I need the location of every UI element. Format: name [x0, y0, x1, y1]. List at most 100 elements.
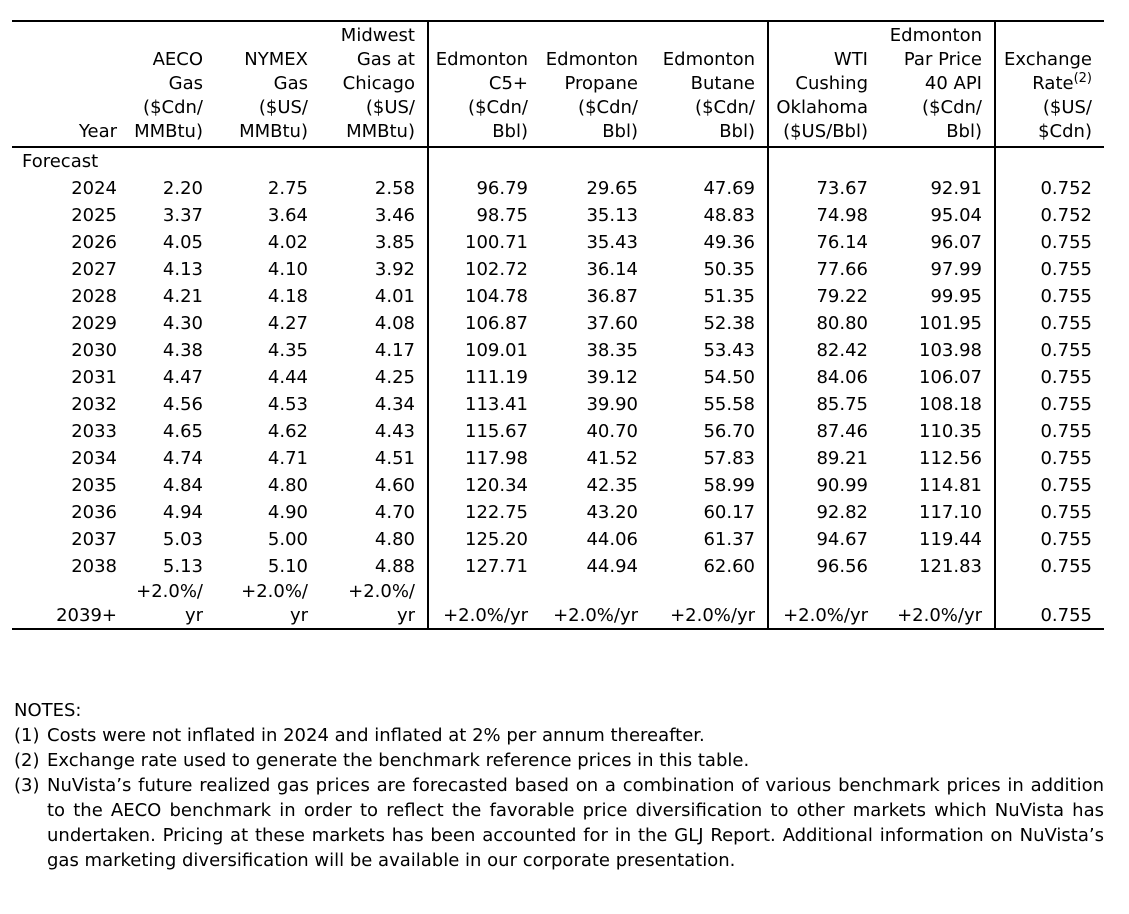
- cell: 73.67: [767, 175, 880, 202]
- cell: [125, 147, 215, 175]
- data-row: 2025 3.37 3.64 3.46 98.75 35.13 48.83 74.98 95.0…: [12, 202, 1104, 229]
- note-item: (1) Costs were not inflated in 2024 and i…: [14, 723, 1104, 748]
- cell: +2.0%/yr: [320, 580, 428, 629]
- cell: 4.62: [267, 421, 308, 442]
- header-line: MMBtu): [125, 120, 203, 144]
- header-text: MMBtu): [346, 121, 415, 142]
- cell: 0.755: [994, 472, 1104, 499]
- cell: 0.752: [994, 175, 1104, 202]
- header-text: ($US/: [1042, 97, 1092, 118]
- header-line: Edmonton: [540, 48, 638, 72]
- cell: 4.94: [162, 502, 203, 523]
- cell: 4.30: [162, 313, 203, 334]
- header-line: Gas at: [320, 48, 415, 72]
- column-header: NYMEX Gas ($US/MMBtu): [215, 21, 320, 148]
- year-cell: 2028: [71, 286, 117, 307]
- cell: 110.35: [919, 421, 982, 442]
- cell: 117.10: [919, 502, 982, 523]
- cell: 0.755: [994, 256, 1104, 283]
- data-row: 2035 4.84 4.80 4.60 120.34 42.35 58.99 90.99 114…: [12, 472, 1104, 499]
- cell: 54.50: [703, 367, 755, 388]
- header-line: Bbl): [650, 120, 755, 144]
- cell: 57.83: [703, 448, 755, 469]
- header-text: MMBtu): [239, 121, 308, 142]
- cell: 4.25: [374, 367, 415, 388]
- cell: 95.04: [930, 205, 982, 226]
- cell: 103.98: [919, 340, 982, 361]
- header-text: AECO: [152, 49, 203, 70]
- section-row: Forecast: [12, 147, 1104, 175]
- header-line: Exchange: [996, 48, 1092, 72]
- cell: 94.67: [767, 526, 880, 553]
- cell: 89.21: [767, 445, 880, 472]
- cell: 36.87: [586, 286, 638, 307]
- cell: 102.72: [427, 256, 540, 283]
- header-line: Edmonton: [880, 24, 982, 48]
- column-header: Edmonton C5+ ($Cdn/Bbl): [427, 21, 540, 148]
- header-text: Bbl): [492, 121, 528, 142]
- cell: 49.36: [703, 232, 755, 253]
- cell: 4.70: [374, 502, 415, 523]
- data-row: 2039+ +2.0%/yr +2.0%/yr +2.0%/yr +2.0%/yr +2.…: [12, 580, 1104, 629]
- header-line: Bbl): [429, 120, 528, 144]
- cell: 4.27: [267, 313, 308, 334]
- header-text: Edmonton: [435, 49, 528, 70]
- price-table: Year AECO Gas ($Cdn/MMBtu) NYMEX Gas ($US/MMBt…: [12, 20, 1104, 630]
- cell: 4.47: [162, 367, 203, 388]
- header-line: C5+: [429, 72, 528, 96]
- cell: 117.98: [427, 445, 540, 472]
- cell: 4.51: [374, 448, 415, 469]
- header-text: $Cdn): [1038, 121, 1092, 142]
- cell: 115.67: [427, 418, 540, 445]
- cell: 96.79: [427, 175, 540, 202]
- cell: [215, 147, 320, 175]
- year-cell: 2037: [71, 529, 117, 550]
- cell: 0.755: [994, 499, 1104, 526]
- cell: 96.56: [767, 553, 880, 580]
- data-row: 2032 4.56 4.53 4.34 113.41 39.90 55.58 85.75 108…: [12, 391, 1104, 418]
- header-line: Par Price: [880, 48, 982, 72]
- note-number: (3): [14, 775, 40, 796]
- cell: 98.75: [427, 202, 540, 229]
- column-header: Year: [12, 21, 125, 148]
- cell: 37.60: [586, 313, 638, 334]
- header-line: ($Cdn/: [125, 96, 203, 120]
- cell: 76.14: [767, 229, 880, 256]
- cell: [320, 147, 428, 175]
- header-text: Cushing: [795, 73, 868, 94]
- cell: [880, 147, 995, 175]
- cell: 50.35: [703, 259, 755, 280]
- header-line: Bbl): [540, 120, 638, 144]
- year-cell: 2033: [71, 421, 117, 442]
- header-line: ($Cdn/: [540, 96, 638, 120]
- cell: 43.20: [586, 502, 638, 523]
- cell: 106.07: [919, 367, 982, 388]
- cell: 0.755: [994, 418, 1104, 445]
- cell: 97.99: [930, 259, 982, 280]
- cell: 101.95: [919, 313, 982, 334]
- cell: 100.71: [427, 229, 540, 256]
- cell: [767, 147, 880, 175]
- column-header: Edmonton Butane ($Cdn/Bbl): [650, 21, 768, 148]
- cell: 0.755: [994, 283, 1104, 310]
- header-line: Bbl): [880, 120, 982, 144]
- header-text: Butane: [690, 73, 755, 94]
- cell: 4.65: [162, 421, 203, 442]
- cell: 3.64: [267, 205, 308, 226]
- header-line: MMBtu): [320, 120, 415, 144]
- cell: 4.01: [374, 286, 415, 307]
- header-line: ($US/: [215, 96, 308, 120]
- header-text: Bbl): [719, 121, 755, 142]
- cell: 112.56: [919, 448, 982, 469]
- cell: 122.75: [427, 499, 540, 526]
- header-text: Oklahoma: [776, 97, 868, 118]
- cell: 108.18: [919, 394, 982, 415]
- cell: +2.0%/yr: [553, 605, 638, 626]
- header-line: Year: [12, 120, 117, 144]
- cell: [650, 147, 768, 175]
- data-row: 2029 4.30 4.27 4.08 106.87 37.60 52.38 80.80 101…: [12, 310, 1104, 337]
- cell: 62.60: [703, 556, 755, 577]
- notes-title: NOTES:: [14, 700, 82, 721]
- cell: 79.22: [767, 283, 880, 310]
